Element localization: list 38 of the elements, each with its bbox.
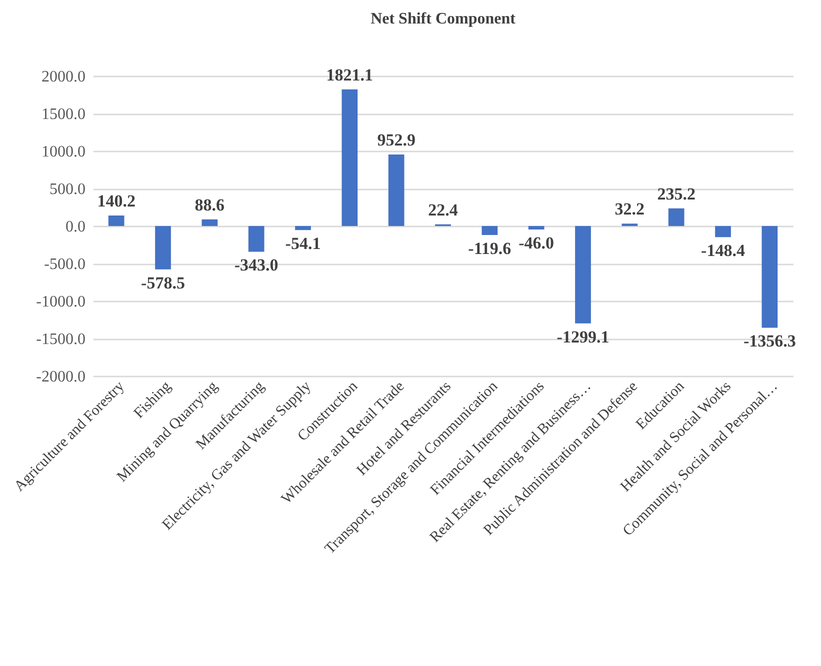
bar [202,219,218,226]
data-label: -119.6 [468,238,512,258]
data-label: -54.1 [285,234,321,254]
bar [248,226,264,252]
bar [575,226,591,324]
bar [388,154,404,226]
y-tick-label: -1000.0 [36,294,86,310]
bar [762,226,778,328]
chart-title: Net Shift Component [370,10,516,28]
bar [715,226,731,238]
data-label: -46.0 [518,233,554,252]
bar [528,226,544,230]
y-tick-label: 1500.0 [42,106,86,123]
bar [108,215,124,226]
bar [295,226,311,230]
data-label: -343.0 [234,256,278,275]
data-label: -1299.1 [556,327,610,346]
data-label: 952.9 [377,130,416,150]
y-tick-label: 0.0 [66,218,86,236]
y-tick-label: -1500.0 [36,331,86,348]
y-tick-label: -2000.0 [36,368,86,386]
data-label: 88.6 [194,195,225,214]
y-tick-label: 500.0 [50,181,86,198]
bar [155,226,171,270]
data-label: 235.2 [657,184,696,204]
bar [482,226,498,235]
bar [668,208,684,226]
data-label: 1821.1 [326,65,374,84]
data-label: -578.5 [141,273,185,292]
data-label: -1356.3 [743,332,796,351]
data-label: 32.2 [614,200,645,219]
data-label: 140.2 [97,191,136,210]
data-label: -148.4 [701,241,746,260]
y-tick-label: 1000.0 [42,144,86,160]
data-label: 22.4 [428,200,458,220]
y-tick-label: 2000.0 [42,68,86,86]
y-tick-label: -500.0 [44,256,86,273]
bar [342,89,358,226]
